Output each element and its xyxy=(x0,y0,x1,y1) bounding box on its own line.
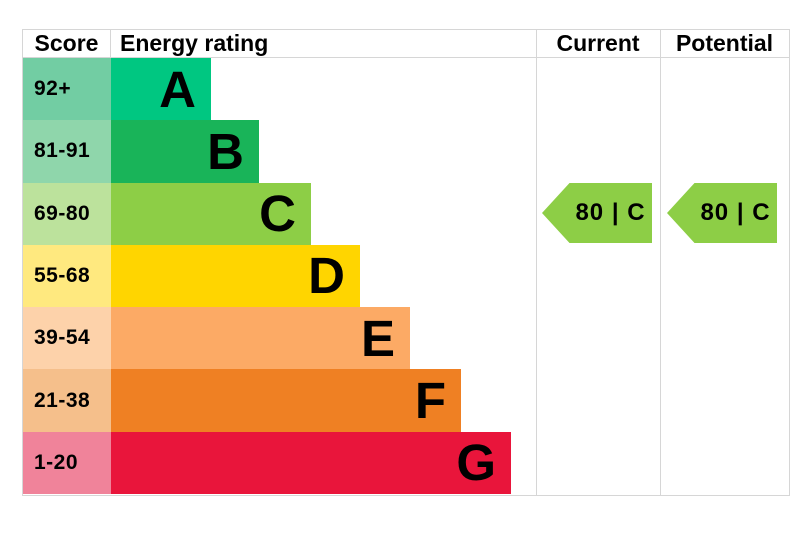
band-letter: A xyxy=(159,60,196,118)
band-score-label: 21-38 xyxy=(34,388,91,412)
band-row: 69-80 C xyxy=(23,182,789,245)
band-score-cell: 21-38 xyxy=(23,369,111,432)
current-rating-arrow: 80 | C xyxy=(542,183,652,243)
band-bar: F xyxy=(111,369,461,432)
column-divider-current xyxy=(536,30,537,495)
band-letter: G xyxy=(456,434,496,492)
band-letter: F xyxy=(414,372,446,430)
band-score-cell: 55-68 xyxy=(23,244,111,308)
band-row: 21-38 F xyxy=(23,369,789,432)
band-score-cell: 92+ xyxy=(23,58,111,121)
band-row: 39-54 E xyxy=(23,307,789,370)
band-bar: B xyxy=(111,120,259,183)
rating-table: Score Energy rating Current Potential 92… xyxy=(22,29,790,496)
header-current: Current xyxy=(556,30,640,56)
band-row: 81-91 B xyxy=(23,120,789,183)
band-bar: A xyxy=(111,58,211,121)
band-row: 55-68 D xyxy=(23,244,789,308)
band-score-cell: 69-80 xyxy=(23,182,111,245)
band-letter: C xyxy=(259,185,296,243)
band-bar: G xyxy=(111,431,511,494)
header-score: Score xyxy=(23,30,111,57)
band-bar: D xyxy=(111,244,360,308)
header-potential: Potential xyxy=(675,30,774,56)
band-score-cell: 1-20 xyxy=(23,431,111,494)
band-score-label: 39-54 xyxy=(34,326,91,350)
column-divider-potential xyxy=(660,30,661,495)
band-score-label: 1-20 xyxy=(34,450,79,474)
band-score-label: 69-80 xyxy=(34,201,91,225)
band-row: 92+ A xyxy=(23,58,789,121)
band-row: 1-20 G xyxy=(23,431,789,494)
band-letter: E xyxy=(360,309,395,367)
table-header: Score Energy rating Current Potential xyxy=(23,30,789,58)
band-bar: C xyxy=(111,182,311,245)
band-score-label: 92+ xyxy=(34,77,72,101)
band-letter: B xyxy=(207,122,244,180)
band-score-label: 55-68 xyxy=(34,263,91,287)
potential-rating-label: 80 | C xyxy=(700,199,771,226)
band-score-cell: 39-54 xyxy=(23,307,111,370)
band-score-cell: 81-91 xyxy=(23,120,111,183)
band-score-label: 81-91 xyxy=(34,139,91,163)
band-rows: 92+ A 81-91 B 69-80 C 55-68 D 39-54 xyxy=(23,58,789,494)
band-bar: E xyxy=(111,307,410,370)
band-letter: D xyxy=(308,247,345,305)
current-rating-label: 80 | C xyxy=(575,199,646,226)
header-energy-rating: Energy rating xyxy=(120,30,269,56)
